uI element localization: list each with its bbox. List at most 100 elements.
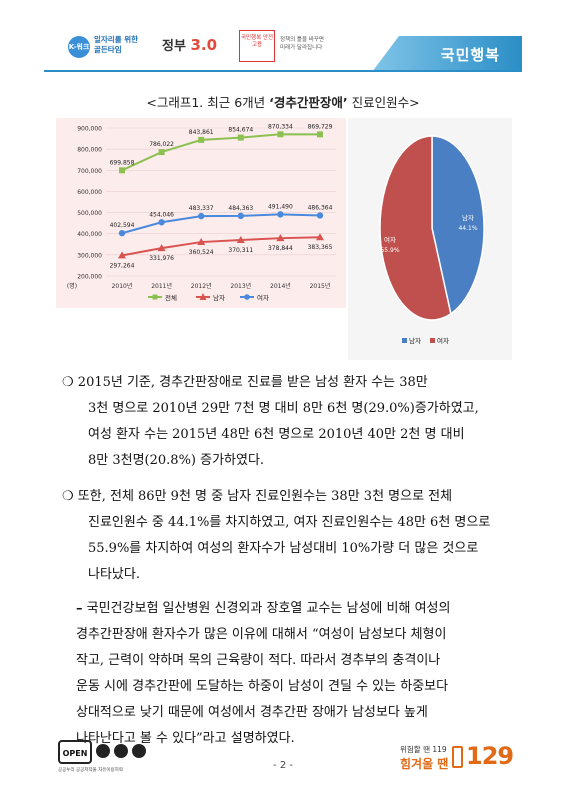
paragraph-3: – 국민건강보험 일산병원 신경외과 장호열 교수는 남성에 비해 여성의 경추…	[76, 596, 512, 752]
legend-swatch	[430, 338, 435, 343]
data-label: 843,861	[189, 129, 214, 136]
kwork-slogan-line2: 골든타임	[94, 45, 122, 54]
kwork-slogan-line1: 일자리를 위한	[94, 35, 139, 44]
page-header: K-워크 일자리를 위한 골든타임 정부 3.0 국민행복 안전 고용 정책의 …	[44, 22, 522, 72]
x-tick-label: 2015년	[310, 282, 331, 290]
data-label: 491,490	[268, 203, 293, 210]
slice-value-label: 55.9%	[380, 247, 399, 254]
y-tick-label: 600,000	[77, 189, 102, 196]
data-point	[198, 136, 205, 143]
data-label: 854,674	[228, 127, 253, 134]
slice-name-label: 남자	[462, 213, 474, 222]
legend-label: 남자	[409, 336, 421, 345]
data-label: 699,858	[110, 159, 135, 166]
kwork-slogan: 일자리를 위한 골든타임	[94, 35, 138, 55]
legend-label: 여자	[437, 336, 449, 345]
seal-slogan-line2: 미래가 달라집니다	[280, 45, 323, 51]
bullet-icon: ❍	[62, 489, 74, 504]
data-point	[277, 211, 284, 218]
paragraph-3-text-1: 국민건강보험 일산병원 신경외과 장호열 교수는 남성에 비해 여성의	[86, 601, 451, 616]
data-label: 454,046	[149, 211, 174, 218]
data-point	[118, 251, 126, 259]
paragraph-1-line-1: ❍ 2015년 기준, 경추간판장애로 진료를 받은 남성 환자 수는 38만	[62, 370, 512, 396]
phone-icon	[452, 746, 463, 768]
y-tick-label: 800,000	[77, 147, 102, 154]
legend-swatch	[402, 338, 407, 343]
line-chart: 200,000 300,000 400,000 500,000 600,000 700,0…	[67, 123, 336, 302]
paragraph-3-line-5: 상대적으로 낮기 때문에 여성에서 경추간판 장애가 남성보다 높게	[76, 705, 428, 720]
data-point	[197, 238, 206, 246]
caption-bold: ‘경추간판장애’	[269, 95, 348, 110]
caption-prefix: <그래프1. 최근 6개년	[146, 95, 270, 110]
x-tick-label: 2010년	[112, 282, 133, 290]
data-point	[236, 235, 245, 243]
paragraph-3-line-4: 운동 시에 경추간판에 도달하는 하중이 남성이 견딜 수 있는 하중보다	[76, 679, 449, 694]
seal-slogan: 정책의 틀을 바꾸면 미래가 달라집니다	[280, 36, 324, 52]
hotline-bottom-text: 힘겨울 땐	[400, 757, 449, 771]
kwork-logo: K-워크	[68, 36, 90, 58]
paragraph-3-line-6: 나타난다고 볼 수 있다”라고 설명하였다.	[76, 731, 295, 746]
data-label: 870,334	[268, 123, 293, 130]
cc-nc-icon	[114, 744, 128, 758]
slice-value-label: 44.1%	[458, 225, 477, 232]
series-line	[121, 133, 321, 172]
data-point	[237, 212, 244, 220]
bullet-icon: ❍	[62, 375, 74, 390]
x-tick-label: 2014년	[270, 282, 291, 290]
data-label: 484,363	[228, 205, 253, 212]
data-label: 297,264	[110, 262, 135, 269]
x-tick-label: 2011년	[151, 282, 172, 290]
legend-marker	[152, 294, 158, 300]
cc-nd-icon	[132, 744, 146, 758]
legend-marker	[199, 293, 207, 300]
gov30-version: 3.0	[190, 36, 218, 54]
paragraph-2-line-1: ❍ 또한, 전체 86만 9천 명 중 남자 진료인원수는 38만 3천 명으로…	[62, 484, 512, 510]
paragraph-2: ❍ 또한, 전체 86만 9천 명 중 남자 진료인원수는 38만 3천 명으로…	[62, 484, 512, 588]
slice-name-label: 여자	[384, 235, 396, 244]
caption-suffix: 진료인원수>	[347, 95, 420, 110]
y-tick-label: 200,000	[77, 274, 102, 281]
open-license-logo: OPEN 공공누리 공공저작물 자유이용허락	[58, 740, 156, 774]
paragraph-1-line-2: 3천 명으로 2010년 29만 7천 명 대비 8만 6천 명(29.0%)증…	[88, 401, 479, 416]
pie-slice	[379, 135, 452, 321]
pie-slice	[431, 135, 485, 316]
data-point	[276, 234, 285, 242]
data-point	[316, 233, 324, 241]
open-license-caption: 공공누리 공공저작물 자유이용허락	[58, 768, 123, 773]
y-tick-label: 400,000	[77, 231, 102, 238]
data-point	[277, 131, 284, 138]
data-label: 383,365	[308, 244, 333, 251]
hotline-logo: 위험할 땐 119 힘겨울 땐 129	[400, 740, 520, 776]
paragraph-2-text-1: 또한, 전체 86만 9천 명 중 남자 진료인원수는 38만 3천 명으로 전…	[77, 489, 453, 504]
data-point	[158, 149, 165, 156]
x-tick-label: 2012년	[191, 282, 212, 290]
data-label: 402,594	[110, 222, 135, 229]
data-point	[118, 229, 126, 237]
data-label: 869,729	[308, 123, 333, 130]
seal-logo: 국민행복 안전 고용	[239, 30, 275, 62]
open-label: OPEN	[58, 740, 92, 764]
data-point	[198, 212, 205, 220]
data-point	[317, 131, 323, 138]
data-label: 331,976	[149, 255, 174, 262]
paragraph-1: ❍ 2015년 기준, 경추간판장애로 진료를 받은 남성 환자 수는 38만 …	[62, 370, 512, 474]
hotline-top-text: 위험할 땐 119	[400, 745, 447, 754]
legend-label: 여자	[257, 293, 269, 302]
data-point	[157, 244, 166, 252]
data-label: 483,337	[189, 205, 214, 212]
data-label: 786,022	[149, 141, 174, 148]
legend-marker	[244, 294, 250, 300]
data-label: 360,524	[189, 249, 214, 256]
legend-label: 남자	[213, 293, 225, 302]
header-badge: 국민행복	[372, 36, 522, 72]
data-label: 378,844	[268, 245, 293, 252]
paragraph-2-line-3: 55.9%를 차지하여 여성의 환자수가 남성대비 10%가량 더 많은 것으로	[88, 541, 479, 556]
x-unit-label: (명)	[67, 282, 77, 290]
y-tick-label: 700,000	[77, 168, 102, 175]
y-tick-label: 500,000	[77, 210, 102, 217]
figure-caption: <그래프1. 최근 6개년 ‘경추간판장애’ 진료인원수>	[0, 92, 566, 111]
paragraph-3-line-1: – 국민건강보험 일산병원 신경외과 장호열 교수는 남성에 비해 여성의	[76, 596, 512, 622]
data-point	[237, 134, 244, 141]
y-tick-label: 900,000	[77, 126, 102, 133]
